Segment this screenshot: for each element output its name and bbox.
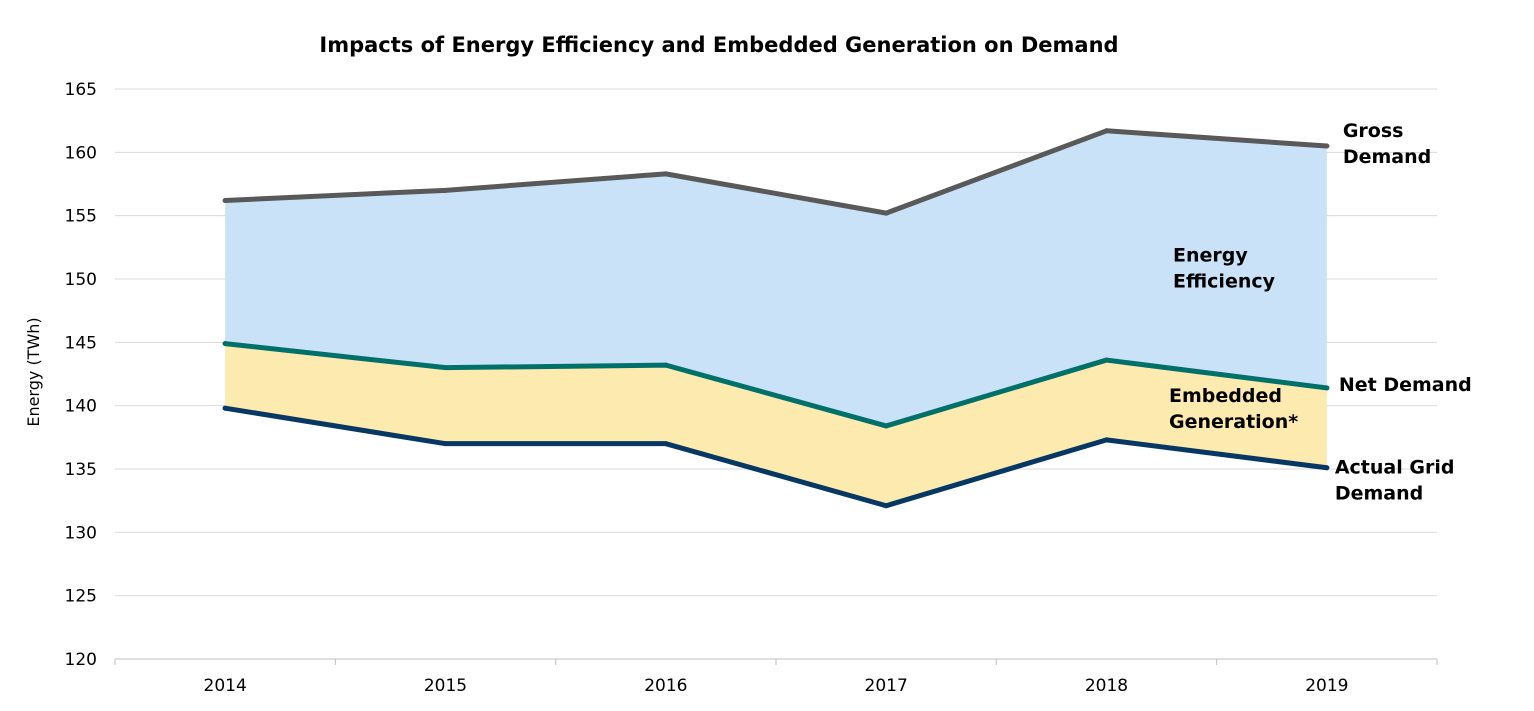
gross-demand-point bbox=[1324, 143, 1330, 149]
y-tick-label: 135 bbox=[65, 460, 97, 480]
actual-grid-demand-point bbox=[663, 441, 669, 447]
net-demand-label: Net Demand bbox=[1339, 374, 1472, 396]
actual-grid-demand-label-line: Actual Grid bbox=[1335, 457, 1455, 479]
gross-demand-point bbox=[663, 171, 669, 177]
y-tick-label: 150 bbox=[65, 270, 97, 290]
x-tick-label: 2019 bbox=[1305, 676, 1348, 696]
actual-grid-demand-point bbox=[1104, 437, 1109, 443]
annotations: Gross Demand Net Demand Actual Grid Demand En… bbox=[1169, 120, 1472, 505]
gross-demand-label: Gross Demand bbox=[1343, 120, 1431, 168]
net-demand-point bbox=[443, 365, 448, 371]
x-tick-label: 2015 bbox=[424, 676, 467, 696]
x-tick-label: 2018 bbox=[1085, 676, 1128, 696]
embedded-generation-label: Embedded Generation* bbox=[1169, 385, 1298, 433]
y-tick-label: 140 bbox=[65, 397, 97, 417]
energy-efficiency-label-line: Efficiency bbox=[1173, 270, 1276, 292]
actual-grid-demand-label: Actual Grid Demand bbox=[1335, 457, 1455, 505]
x-tick-label: 2016 bbox=[644, 676, 687, 696]
actual-grid-demand-point bbox=[883, 503, 889, 509]
actual-grid-demand-line bbox=[222, 405, 1330, 509]
actual-grid-demand-point bbox=[1324, 465, 1330, 471]
gross-demand-point bbox=[1104, 128, 1109, 134]
embedded-generation-label-line: Generation* bbox=[1169, 411, 1298, 433]
y-tick-label: 145 bbox=[65, 333, 97, 353]
x-tick-label: 2014 bbox=[204, 676, 247, 696]
net-demand-label-line: Net Demand bbox=[1339, 374, 1472, 396]
net-demand-point bbox=[883, 423, 889, 429]
band-areas bbox=[225, 130, 1327, 506]
y-axis-label: Energy (TWh) bbox=[24, 317, 43, 426]
embedded-generation-area bbox=[225, 343, 1327, 506]
net-demand-point bbox=[1104, 357, 1109, 363]
chart-title: Impacts of Energy Efficiency and Embedde… bbox=[319, 33, 1118, 57]
gross-demand-point bbox=[222, 197, 228, 203]
y-tick-labels: 120 125 130 135 140 145 150 155 160 165 bbox=[65, 80, 97, 670]
gross-demand-label-line: Demand bbox=[1343, 146, 1431, 168]
actual-grid-demand-label-line: Demand bbox=[1335, 483, 1423, 505]
y-tick-label: 120 bbox=[65, 650, 97, 670]
gross-demand-line bbox=[222, 128, 1330, 216]
x-tick-labels: 2014 2015 2016 2017 2018 2019 bbox=[204, 676, 1349, 696]
energy-efficiency-label: Energy Efficiency bbox=[1173, 244, 1276, 292]
embedded-generation-label-line: Embedded bbox=[1169, 385, 1282, 407]
x-axis bbox=[114, 658, 1438, 665]
net-demand-point bbox=[222, 341, 228, 347]
net-demand-point bbox=[1324, 385, 1330, 391]
y-tick-label: 130 bbox=[65, 523, 97, 543]
net-demand-point bbox=[663, 362, 669, 368]
y-tick-label: 155 bbox=[65, 207, 97, 227]
gross-demand-point bbox=[443, 187, 448, 193]
net-demand-line bbox=[222, 341, 1330, 429]
energy-efficiency-label-line: Energy bbox=[1173, 244, 1248, 266]
x-tick-label: 2017 bbox=[865, 676, 908, 696]
y-tick-label: 125 bbox=[65, 587, 97, 607]
actual-grid-demand-point bbox=[222, 405, 228, 411]
gross-demand-point bbox=[883, 210, 889, 216]
energy-efficiency-area bbox=[225, 130, 1327, 426]
gross-demand-label-line: Gross bbox=[1343, 120, 1404, 142]
y-tick-label: 165 bbox=[65, 80, 97, 100]
series-lines bbox=[222, 128, 1330, 509]
actual-grid-demand-point bbox=[443, 441, 448, 447]
y-tick-label: 160 bbox=[65, 143, 97, 163]
